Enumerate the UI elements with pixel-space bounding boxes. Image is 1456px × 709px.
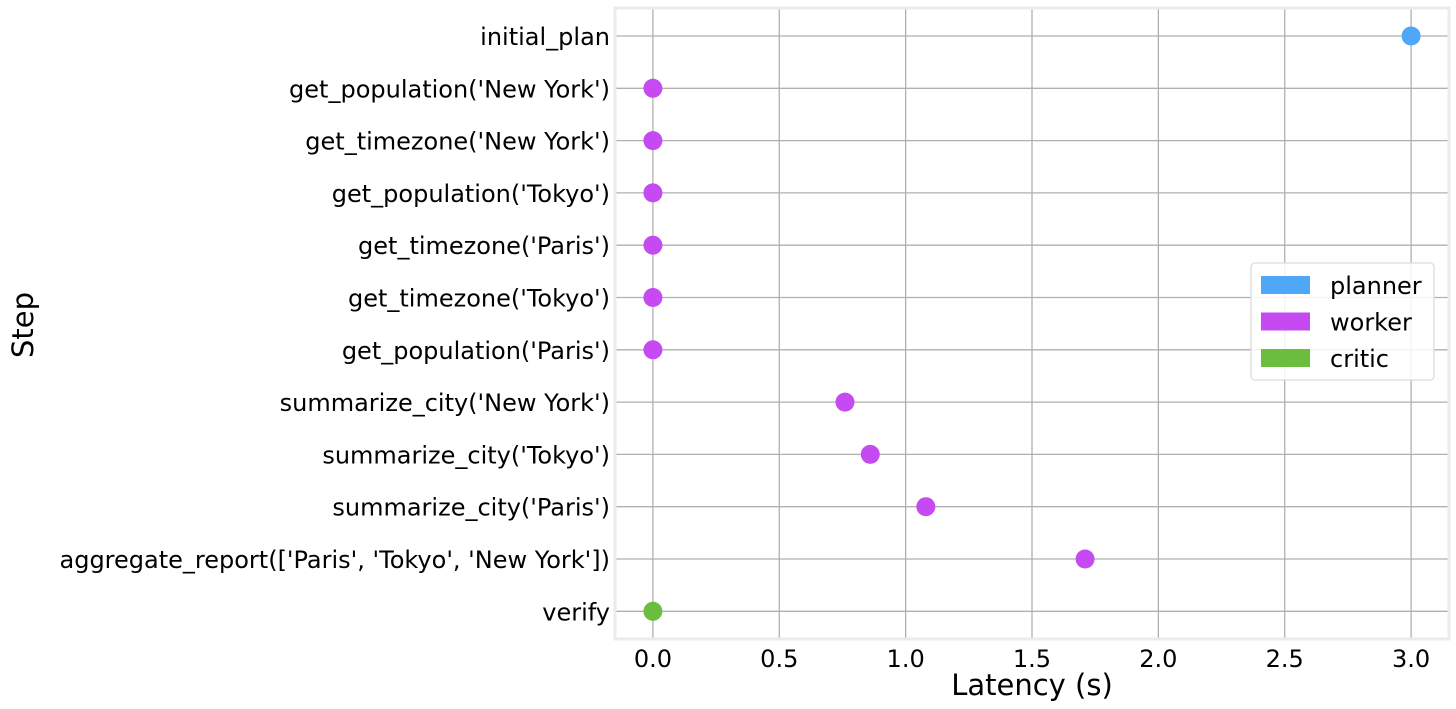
y-axis-ticks: initial_plan get_population('New York') ge…	[60, 23, 611, 626]
x-tick-label: 2.0	[1139, 645, 1177, 673]
legend-swatch-worker	[1261, 312, 1310, 331]
y-tick-label: get_timezone('New York')	[305, 128, 610, 156]
data-point-worker	[643, 288, 663, 307]
x-tick-label: 0.0	[634, 645, 672, 673]
x-tick-label: 0.5	[760, 645, 798, 673]
legend-swatch-planner	[1261, 276, 1310, 294]
data-point-planner	[1401, 26, 1421, 46]
data-point-worker	[643, 235, 663, 255]
legend-label-worker: worker	[1330, 309, 1412, 337]
x-axis-title: Latency (s)	[951, 668, 1113, 702]
data-point-worker	[643, 183, 663, 203]
x-tick-label: 3.0	[1392, 645, 1430, 673]
data-point-worker	[643, 78, 663, 98]
x-tick-label: 1.0	[887, 645, 925, 673]
legend-swatch-critic	[1261, 349, 1310, 367]
y-tick-label: get_population('Paris')	[342, 337, 610, 365]
y-tick-label: summarize_city('New York')	[280, 389, 610, 417]
y-tick-label: summarize_city('Paris')	[332, 494, 610, 522]
y-tick-label: initial_plan	[480, 23, 610, 51]
data-point-worker	[835, 392, 855, 412]
data-point-worker	[860, 444, 880, 464]
y-tick-label: get_timezone('Paris')	[358, 232, 610, 260]
legend-label-critic: critic	[1330, 345, 1389, 373]
legend: planner worker critic	[1250, 262, 1435, 381]
data-point-worker	[916, 497, 936, 517]
y-tick-label: get_population('New York')	[289, 75, 610, 103]
y-tick-label: get_population('Tokyo')	[332, 180, 610, 208]
x-tick-label: 2.5	[1266, 645, 1304, 673]
data-point-worker	[643, 131, 663, 151]
data-point-critic	[643, 601, 663, 621]
data-points	[643, 26, 1421, 621]
data-point-worker	[643, 340, 663, 360]
y-tick-label: get_timezone('Tokyo')	[348, 285, 610, 313]
y-tick-label: summarize_city('Tokyo')	[322, 441, 610, 469]
y-tick-label: verify	[542, 598, 610, 626]
y-tick-label: aggregate_report(['Paris', 'Tokyo', 'New…	[60, 546, 611, 574]
data-point-worker	[1075, 549, 1095, 569]
x-tick-label: 1.5	[1013, 645, 1051, 673]
plot-frame	[613, 6, 1451, 641]
x-axis-ticks: 0.0 0.5 1.0 1.5 2.0 2.5 3.0	[634, 645, 1430, 673]
y-axis-title: Step	[6, 292, 40, 358]
legend-label-planner: planner	[1330, 272, 1422, 300]
